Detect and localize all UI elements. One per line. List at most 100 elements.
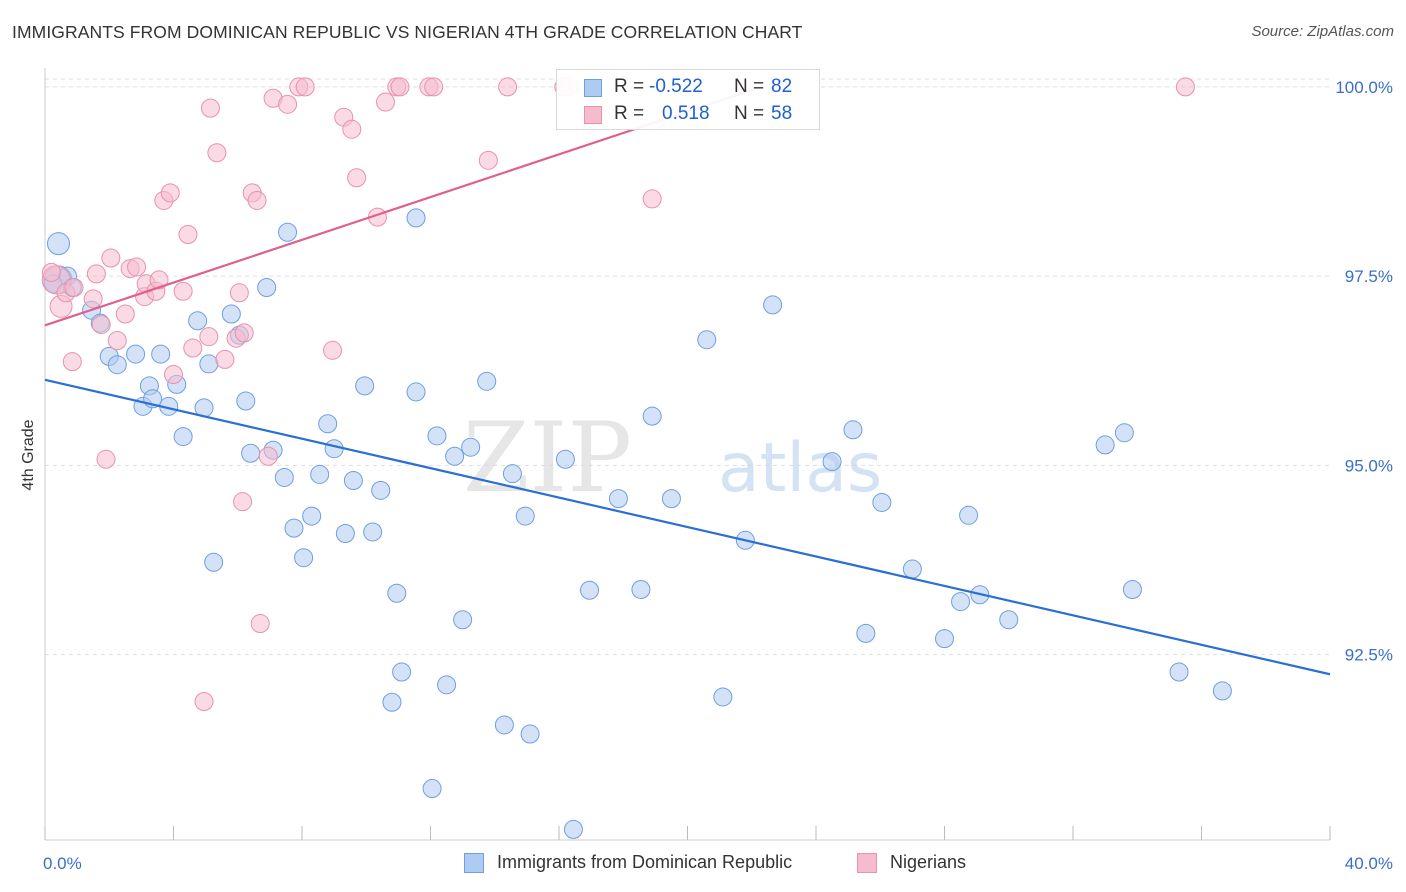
swatch-dominican xyxy=(584,79,602,97)
point-nigerian xyxy=(41,262,61,282)
legend-swatch-nigerian xyxy=(857,853,877,873)
r-label: R = xyxy=(614,76,645,97)
point-dominican xyxy=(494,715,514,735)
y-tick-label: 100.0% xyxy=(1335,78,1393,97)
watermark-zip: ZIP xyxy=(463,402,632,514)
point-nigerian xyxy=(199,327,219,347)
point-nigerian xyxy=(1175,77,1195,97)
n-value: 58 xyxy=(771,103,793,124)
watermark-atlas: atlas xyxy=(718,429,882,508)
point-dominican xyxy=(453,610,473,630)
point-nigerian xyxy=(478,150,498,170)
point-dominican xyxy=(951,592,971,612)
point-dominican xyxy=(221,304,241,324)
y-tick-label: 97.5% xyxy=(1345,267,1393,286)
point-dominican xyxy=(318,414,338,434)
point-nigerian xyxy=(194,691,214,711)
point-nigerian xyxy=(149,270,169,290)
point-dominican xyxy=(477,371,497,391)
series-nigerian xyxy=(41,77,1195,711)
r-label: R = xyxy=(614,103,645,124)
point-dominican xyxy=(1169,662,1189,682)
point-dominican xyxy=(642,406,662,426)
point-dominican xyxy=(902,559,922,579)
point-dominican xyxy=(713,687,733,707)
x-tick-label: 40.0% xyxy=(1345,854,1393,873)
r-value: -0.522 xyxy=(649,76,703,97)
point-dominican xyxy=(631,579,651,599)
point-dominican xyxy=(406,208,426,228)
point-nigerian xyxy=(183,338,203,358)
point-nigerian xyxy=(323,340,343,360)
point-dominican xyxy=(856,623,876,643)
point-dominican xyxy=(335,523,355,543)
point-nigerian xyxy=(390,77,410,97)
point-nigerian xyxy=(164,365,183,385)
point-dominican xyxy=(382,692,402,712)
data-points xyxy=(41,77,1232,839)
stats-legend: R = -0.522 N = 82 R = 0.518 N = 58 xyxy=(556,69,820,130)
legend-label-nigerian: Nigerians xyxy=(890,852,967,872)
point-dominican xyxy=(502,464,522,484)
point-nigerian xyxy=(200,98,220,118)
point-dominican xyxy=(387,583,407,603)
point-dominican xyxy=(107,355,127,375)
legend-label-dominican: Immigrants from Dominican Republic xyxy=(497,852,793,872)
n-label: N = xyxy=(734,76,765,97)
point-dominican xyxy=(1212,681,1232,701)
x-tick-label: 0.0% xyxy=(43,854,82,873)
point-nigerian xyxy=(107,330,127,350)
series-dominican xyxy=(43,208,1232,839)
point-nigerian xyxy=(376,92,396,112)
point-nigerian xyxy=(247,190,267,210)
source-label: Source: ZipAtlas.com xyxy=(1251,23,1394,40)
point-dominican xyxy=(1122,579,1142,599)
point-dominican xyxy=(935,629,954,649)
point-dominican xyxy=(406,382,426,402)
point-nigerian xyxy=(258,446,278,466)
point-nigerian xyxy=(83,289,103,309)
r-value: 0.518 xyxy=(662,103,710,124)
point-dominican xyxy=(343,470,363,490)
point-nigerian xyxy=(347,168,367,188)
point-nigerian xyxy=(498,77,518,97)
point-dominican xyxy=(697,330,717,350)
point-dominican xyxy=(555,449,575,469)
tick-labels: 92.5% 95.0% 97.5% 100.0% 0.0% 40.0% xyxy=(43,78,1393,873)
point-dominican xyxy=(126,344,146,364)
point-dominican xyxy=(355,376,375,396)
point-dominican xyxy=(274,467,294,487)
point-dominican xyxy=(392,662,412,682)
point-nigerian xyxy=(160,183,180,203)
n-value: 82 xyxy=(771,76,793,97)
point-dominican xyxy=(763,295,783,315)
y-tick-label: 92.5% xyxy=(1345,646,1393,665)
point-dominican xyxy=(822,452,842,472)
point-dominican xyxy=(999,610,1019,630)
point-nigerian xyxy=(64,277,84,297)
point-dominican xyxy=(151,344,171,364)
point-dominican xyxy=(608,489,628,509)
point-dominican xyxy=(461,437,481,457)
point-nigerian xyxy=(178,225,198,245)
point-dominican xyxy=(437,675,457,695)
trend-line-dominican xyxy=(44,378,1331,676)
legend-swatch-dominican xyxy=(464,853,484,873)
point-dominican xyxy=(959,505,979,525)
y-axis-label: 4th Grade xyxy=(20,419,37,491)
point-dominican xyxy=(1114,423,1134,443)
point-dominican xyxy=(843,420,863,440)
point-nigerian xyxy=(295,77,315,97)
point-dominican xyxy=(204,552,224,572)
point-nigerian xyxy=(96,449,116,469)
point-nigerian xyxy=(342,119,362,139)
point-dominican xyxy=(324,439,344,459)
point-dominican xyxy=(257,277,277,297)
watermark: ZIP atlas xyxy=(463,402,883,514)
axes xyxy=(44,68,1331,841)
point-nigerian xyxy=(115,304,135,324)
point-dominican xyxy=(580,580,600,600)
point-nigerian xyxy=(278,94,298,114)
point-dominican xyxy=(241,443,261,463)
point-dominican xyxy=(278,222,298,242)
